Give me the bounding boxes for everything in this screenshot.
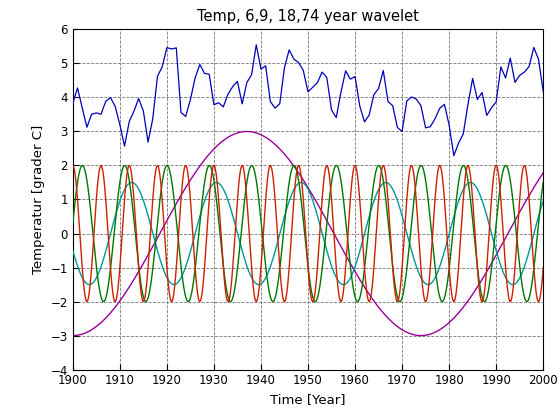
X-axis label: Time [Year]: Time [Year] <box>270 393 346 406</box>
Title: Temp, 6,9, 18,74 year wavelet: Temp, 6,9, 18,74 year wavelet <box>197 9 419 24</box>
Y-axis label: Temperatur [grader C]: Temperatur [grader C] <box>32 125 45 274</box>
